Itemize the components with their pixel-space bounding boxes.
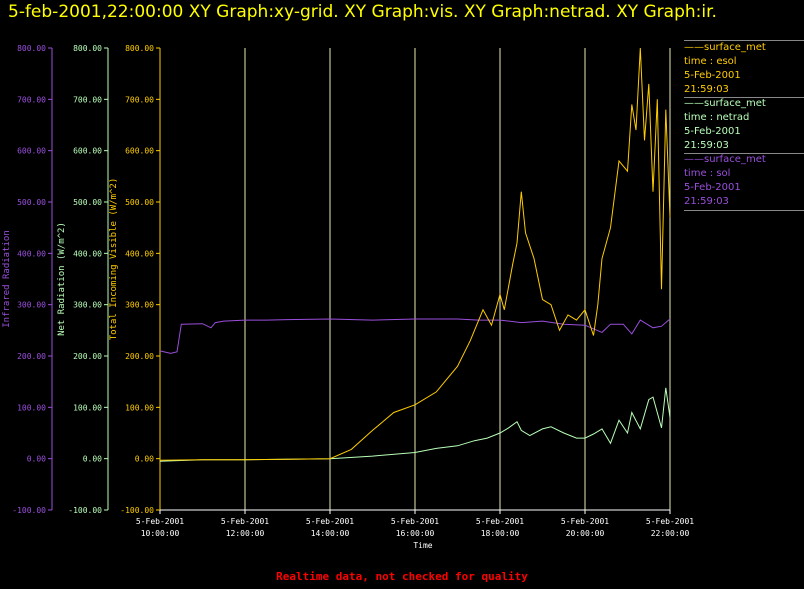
legend-name: surface_met: [704, 42, 766, 53]
x-tick-label-time: 12:00:00: [226, 529, 265, 538]
y-tick-label: 200.00: [17, 352, 46, 361]
x-tick-label-time: 20:00:00: [566, 529, 605, 538]
y-tick-label: 0.00: [27, 455, 46, 464]
y-tick-label: 600.00: [73, 147, 102, 156]
legend-date: 5-Feb-2001: [684, 126, 741, 137]
y-tick-label: -100.00: [120, 506, 154, 515]
y-tick-label: 0.00: [135, 455, 154, 464]
y-tick-label: 0.00: [83, 455, 102, 464]
x-tick-label-date: 5-Feb-2001: [221, 517, 269, 526]
y-tick-label: 700.00: [73, 95, 102, 104]
legend-line-icon: ——: [684, 42, 704, 53]
legend-var: time : netrad: [684, 112, 750, 123]
x-axis-label: Time: [413, 541, 432, 550]
x-tick-layer: 5-Feb-2001 10:00:00 5-Feb-2001 12:00:00 5-Fe…: [136, 510, 694, 538]
page-title: 5-feb-2001,22:00:00 XY Graph:xy-grid. XY…: [8, 2, 717, 22]
legend-separator: [684, 210, 804, 211]
x-tick-label-time: 16:00:00: [396, 529, 435, 538]
series-layer: [159, 47, 671, 462]
y-tick-label: 300.00: [125, 301, 154, 310]
legend-entry-netrad: ——surface_met time : netrad 5-Feb-2001 2…: [684, 97, 804, 153]
series-line-esol: [159, 47, 671, 461]
y-tick-label: 300.00: [73, 301, 102, 310]
y-tick-label: 700.00: [125, 95, 154, 104]
legend-line-icon: ——: [684, 154, 704, 165]
y-tick-label: 700.00: [17, 95, 46, 104]
y-tick-label: 400.00: [73, 249, 102, 258]
x-tick-label-time: 10:00:00: [141, 529, 180, 538]
legend-entry-esol: ——surface_met time : esol 5-Feb-2001 21:…: [684, 41, 804, 97]
axes-layer: -100.00 0.00 100.00 200.00 300.00 400.00 500.0…: [2, 44, 670, 515]
legend-time: 21:59:03: [684, 84, 729, 95]
legend-var: time : sol: [684, 168, 731, 179]
y-tick-label: 500.00: [125, 198, 154, 207]
y-axis-label: Infrared Radiation: [2, 230, 12, 328]
y-tick-label: 800.00: [73, 44, 102, 53]
y-tick-label: 100.00: [73, 403, 102, 412]
legend-name: surface_met: [704, 154, 766, 165]
y-tick-label: 500.00: [17, 198, 46, 207]
x-tick-label-date: 5-Feb-2001: [646, 517, 694, 526]
y-axis-label: Total Incoming Visible (W/m^2): [109, 178, 119, 341]
legend-time: 21:59:03: [684, 140, 729, 151]
x-tick-label-date: 5-Feb-2001: [561, 517, 609, 526]
legend-var: time : esol: [684, 56, 737, 67]
y-tick-label: 100.00: [125, 403, 154, 412]
legend-entry-sol: ——surface_met time : sol 5-Feb-2001 21:5…: [684, 153, 804, 209]
y-tick-label: 800.00: [17, 44, 46, 53]
grid-layer: [244, 48, 671, 510]
x-tick-label-date: 5-Feb-2001: [476, 517, 524, 526]
y-tick-label: 200.00: [73, 352, 102, 361]
y-tick-label: 400.00: [17, 249, 46, 258]
y-axis-label: Net Radiation (W/m^2): [57, 222, 67, 336]
legend-line-icon: ——: [684, 98, 704, 109]
x-tick-label-time: 22:00:00: [651, 529, 690, 538]
series-line-sol: [159, 318, 671, 354]
legend-date: 5-Feb-2001: [684, 182, 741, 193]
y-tick-label: -100.00: [12, 506, 46, 515]
x-tick-label-date: 5-Feb-2001: [391, 517, 439, 526]
legend-name: surface_met: [704, 98, 766, 109]
x-tick-label-date: 5-Feb-2001: [306, 517, 354, 526]
legend-time: 21:59:03: [684, 196, 729, 207]
x-tick-label-date: 5-Feb-2001: [136, 517, 184, 526]
y-tick-label: -100.00: [68, 506, 102, 515]
legend-separator: [684, 40, 804, 41]
y-tick-label: 600.00: [17, 147, 46, 156]
y-tick-label: 600.00: [125, 147, 154, 156]
y-tick-label: 500.00: [73, 198, 102, 207]
quality-notice: Realtime data, not checked for quality: [276, 570, 528, 583]
legend-separator: [684, 97, 804, 98]
legend-date: 5-Feb-2001: [684, 70, 741, 81]
series-line-netrad: [159, 387, 671, 462]
y-tick-label: 300.00: [17, 301, 46, 310]
x-tick-label-time: 14:00:00: [311, 529, 350, 538]
y-tick-label: 200.00: [125, 352, 154, 361]
legend-separator: [684, 153, 804, 154]
y-tick-label: 400.00: [125, 249, 154, 258]
y-tick-label: 100.00: [17, 403, 46, 412]
x-tick-label-time: 18:00:00: [481, 529, 520, 538]
y-tick-label: 800.00: [125, 44, 154, 53]
